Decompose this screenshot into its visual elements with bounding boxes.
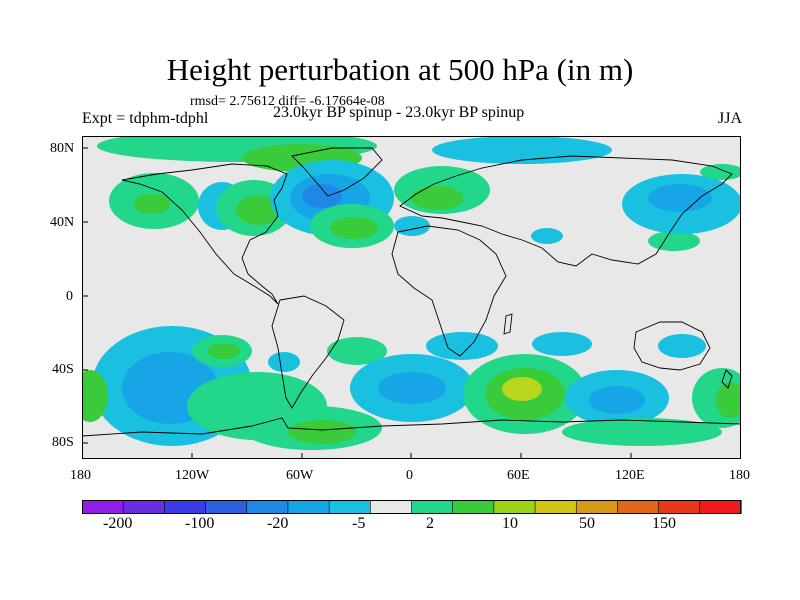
colorbar-label-2: 2	[426, 515, 434, 532]
contour-fills	[82, 136, 741, 450]
contour-positive-sindian-core	[502, 377, 542, 401]
colorbar-swatch-10	[493, 500, 536, 514]
coastline-eurasia	[399, 155, 733, 267]
lon-label-180w: 180	[70, 468, 91, 483]
chart-title: Height perturbation at 500 hPa (in m)	[166, 52, 634, 87]
coastline-antarctica	[82, 417, 741, 437]
contour-negative-nwpacific-core	[648, 184, 712, 212]
contour-positive-midatlantic-core	[330, 217, 378, 239]
contour-negative-med	[394, 216, 430, 236]
colorbar-label-minus-5: -5	[352, 515, 366, 532]
lon-label-120w: 120W	[175, 468, 210, 483]
colorbar-swatch-3	[205, 500, 248, 514]
subtitle: 23.0kyr BP spinup - 23.0kyr BP spinup	[273, 104, 525, 121]
stats-line: rmsd= 2.75612 diff= -6.17664e-08	[190, 94, 385, 109]
coastlines	[82, 147, 741, 437]
contour-positive-satlantic-north	[327, 337, 387, 365]
contour-negative-natlantic-core	[302, 184, 342, 208]
colorbar-swatch-7	[370, 500, 413, 514]
contour-negative-africa-east	[426, 332, 498, 360]
lon-label-120e: 120E	[615, 468, 645, 483]
contour-negative-asia-small	[531, 228, 563, 244]
colorbar-swatch-9	[452, 500, 495, 514]
contour-positive-europe-core	[411, 186, 463, 210]
coastline-new-zealand	[721, 369, 733, 389]
world-map-panel	[82, 136, 741, 459]
colorbar-swatch-12	[575, 500, 619, 514]
contour-positive-west-edge	[82, 370, 108, 422]
coastline-north-america	[121, 163, 288, 305]
lat-label-80n: 80N	[50, 141, 75, 156]
contour-positive-npacific-core	[134, 194, 170, 214]
lat-label-80s: 80S	[52, 435, 74, 450]
contour-positive-spacific-north-core	[208, 343, 240, 359]
contour-negative-siberia	[432, 136, 612, 164]
coastline-africa	[391, 225, 507, 357]
contour-negative-south-america	[268, 352, 300, 372]
lat-label-40n: 40N	[50, 215, 75, 230]
lon-label-60e: 60E	[507, 468, 530, 483]
contour-positive-antarctic-east	[562, 418, 722, 446]
colorbar-frame	[82, 500, 741, 514]
colorbar-label-minus-100: -100	[185, 515, 215, 532]
colorbar-swatch-15	[699, 500, 742, 514]
colorbar-label-150: 150	[652, 515, 676, 532]
colorbar-label-minus-200: -200	[103, 515, 133, 532]
contour-negative-australia-south-core	[589, 386, 645, 414]
lon-label-60w: 60W	[286, 468, 314, 483]
season-label: JJA	[717, 110, 742, 127]
contour-positive-japan	[648, 231, 700, 251]
lat-label-40s: 40S	[52, 362, 74, 377]
lat-label-0: 0	[66, 289, 73, 304]
colorbar-swatch-8	[411, 500, 454, 514]
lon-label-180e: 180	[729, 468, 750, 483]
axis-ticks	[82, 147, 741, 459]
colorbar	[82, 500, 742, 514]
colorbar-swatch-6	[328, 500, 371, 514]
colorbar-swatch-0	[82, 500, 124, 514]
lon-label-0: 0	[406, 468, 413, 483]
contour-negative-australia-east	[658, 334, 706, 358]
colorbar-swatch-14	[658, 500, 701, 514]
coastline-madagascar	[503, 313, 513, 335]
colorbar-label-10: 10	[502, 515, 518, 532]
colorbar-label-50: 50	[579, 515, 595, 532]
contour-positive-east-edge-core	[716, 382, 741, 418]
colorbar-swatch-11	[534, 500, 577, 514]
colorbar-label-minus-20: -20	[267, 515, 289, 532]
coastline-australia	[633, 321, 711, 371]
colorbar-swatch-1	[122, 500, 165, 514]
colorbar-swatch-4	[246, 500, 289, 514]
contour-positive-weddell-core	[288, 420, 356, 444]
experiment-label: Expt = tdphm-tdphl	[82, 110, 209, 127]
colorbar-swatch-2	[164, 500, 207, 514]
colorbar-swatch-5	[287, 500, 330, 514]
contour-negative-satlantic-core	[378, 372, 446, 404]
contour-positive-dateline	[700, 164, 741, 180]
coastline-south-america	[271, 295, 345, 409]
coastline-greenland	[291, 147, 383, 197]
contour-positive-canada-core	[236, 195, 280, 225]
contour-negative-indian-north	[532, 332, 592, 356]
colorbar-swatch-13	[617, 500, 660, 514]
